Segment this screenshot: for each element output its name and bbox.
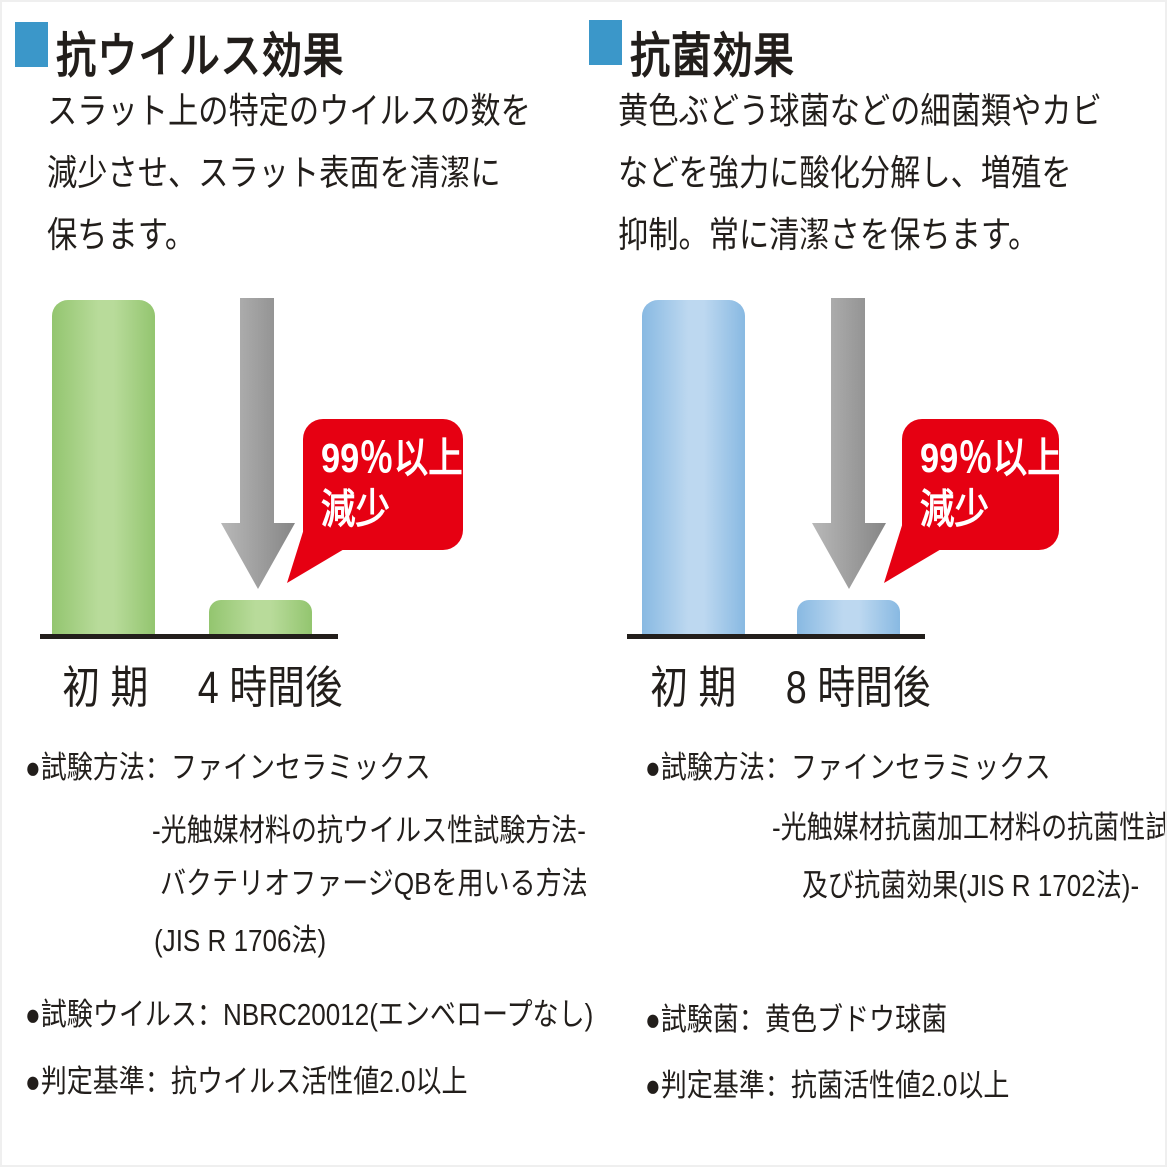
note-test-bacteria: ●試験菌：黄色ブドウ球菌 — [645, 1002, 948, 1037]
axis-baseline — [627, 634, 925, 639]
bar-initial-antibacterial — [642, 300, 745, 634]
section-marker-icon — [15, 22, 48, 67]
category-label-initial: 初 期 — [649, 662, 737, 713]
section-title-antivirus: 抗ウイルス効果 — [56, 30, 345, 83]
section-description-antivirus: スラット上の特定のウイルスの数を 減少させ、スラット表面を清潔に 保ちます。 — [47, 80, 623, 266]
note-test-method-sub: 及び抗菌効果(JIS R 1702法)- — [802, 868, 1140, 903]
note-test-method: ●試験方法：ファインセラミックス — [645, 750, 1051, 785]
axis-baseline — [40, 634, 338, 639]
bar-initial-antivirus — [52, 300, 155, 634]
note-test-method-sub: (JIS R 1706法) — [154, 923, 327, 958]
category-label-after: 8 時間後 — [785, 662, 931, 713]
note-test-virus: ●試験ウイルス：NBRC20012(エンベロープなし) — [25, 997, 594, 1032]
section-description-antibacterial: 黄色ぶどう球菌などの細菌類やカビ などを強力に酸化分解し、増殖を 抑制。常に清潔… — [618, 80, 1165, 266]
reduction-badge-antibacterial: 99％以上 減少 — [902, 419, 1062, 550]
badge-tail — [884, 519, 948, 583]
note-test-method-sub: -光触媒材抗菌加工材料の抗菌性試験方法 — [772, 810, 1167, 845]
description-line: 減少させ、スラット表面を清潔に — [47, 152, 501, 193]
category-label-after: 4 時間後 — [197, 662, 343, 713]
description-line: 保ちます。 — [47, 214, 196, 255]
note-test-method-sub: バクテリオファージQBを用いる方法 — [160, 866, 588, 901]
note-test-method: ●試験方法：ファインセラミックス — [25, 750, 431, 785]
description-line: 抑制。常に清潔さを保ちます。 — [618, 214, 1039, 255]
bar-after-antibacterial — [797, 600, 900, 634]
down-arrow-icon — [221, 298, 295, 589]
description-line: 黄色ぶどう球菌などの細菌類やカビ — [618, 90, 1102, 131]
bar-after-antivirus — [209, 600, 312, 634]
down-arrow-icon — [812, 298, 886, 589]
reduction-badge-antivirus: 99％以上 減少 — [303, 419, 463, 550]
note-criteria: ●判定基準：抗菌活性値2.0以上 — [645, 1068, 1010, 1103]
category-label-initial: 初 期 — [61, 662, 149, 713]
note-test-method-sub: -光触媒材料の抗ウイルス性試験方法- — [152, 813, 586, 848]
section-title-antibacterial: 抗菌効果 — [630, 30, 795, 83]
section-marker-icon — [589, 20, 622, 65]
description-line: などを強力に酸化分解し、増殖を — [618, 152, 1072, 193]
note-criteria: ●判定基準：抗ウイルス活性値2.0以上 — [25, 1064, 468, 1099]
description-line: スラット上の特定のウイルスの数を — [47, 90, 531, 131]
